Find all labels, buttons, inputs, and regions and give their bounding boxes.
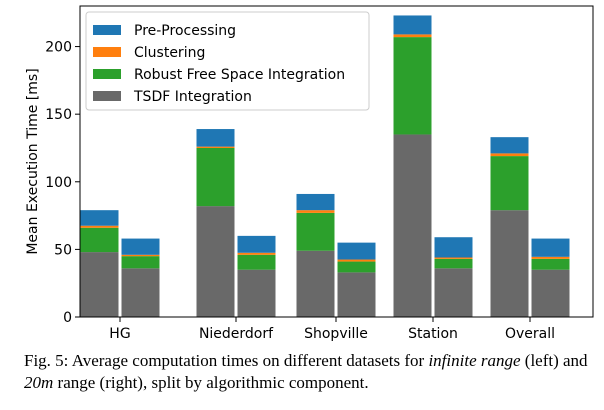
bar-segment-overall-20m-tsdf-integration: [531, 269, 570, 317]
y-tick-label: 150: [45, 107, 72, 123]
caption-emphasis-infinite-range: infinite range: [428, 351, 521, 370]
x-tick-label-niederdorf: Niederdorf: [199, 326, 274, 342]
bar-segment-niederdorf-infinite-clustering: [196, 146, 235, 148]
bar-segment-hg-20m-robust-free-space-integration: [121, 256, 160, 269]
caption-mid: (left) and: [520, 351, 588, 370]
bar-segment-overall-infinite-tsdf-integration: [490, 210, 529, 317]
y-tick-label: 0: [63, 310, 72, 326]
bar-segment-shopville-20m-tsdf-integration: [337, 272, 376, 317]
legend-box: [85, 11, 370, 111]
bar-segment-niederdorf-20m-tsdf-integration: [237, 269, 276, 317]
bar-segment-hg-20m-tsdf-integration: [121, 268, 160, 317]
bar-segment-niederdorf-20m-clustering: [237, 252, 276, 255]
legend-swatch-pre-processing: [93, 25, 121, 35]
bar-segment-hg-20m-pre-processing: [121, 238, 160, 255]
bar-segment-shopville-20m-pre-processing: [337, 242, 376, 260]
bar-segment-hg-infinite-robust-free-space-integration: [80, 227, 119, 253]
bar-segment-station-20m-pre-processing: [434, 237, 473, 258]
bar-segment-hg-infinite-pre-processing: [80, 210, 119, 226]
bar-segment-overall-20m-pre-processing: [531, 238, 570, 257]
bar-segment-station-infinite-clustering: [393, 34, 432, 38]
bar-segment-niederdorf-infinite-pre-processing: [196, 129, 235, 147]
bar-segment-station-infinite-robust-free-space-integration: [393, 37, 432, 135]
x-tick-label-hg: HG: [109, 326, 130, 342]
bar-segment-shopville-infinite-tsdf-integration: [296, 250, 335, 317]
legend-swatch-clustering: [93, 47, 121, 57]
x-tick-label-station: Station: [408, 326, 458, 342]
bar-segment-overall-20m-clustering: [531, 256, 570, 259]
y-axis-title: Mean Execution Time [ms]: [25, 68, 41, 254]
bar-segment-overall-infinite-clustering: [490, 153, 529, 157]
bar-segment-overall-infinite-robust-free-space-integration: [490, 156, 529, 211]
bar-segment-station-infinite-tsdf-integration: [393, 134, 432, 317]
y-tick-label: 200: [45, 40, 72, 56]
caption-emphasis-20m: 20m: [24, 373, 54, 392]
axes-group: 0 50 100 150 200 HG Niederdorf Shopville Station…: [25, 5, 594, 342]
x-tick-label-shopville: Shopville: [304, 326, 368, 342]
bar-segment-niederdorf-20m-robust-free-space-integration: [237, 254, 276, 270]
bar-segment-hg-infinite-tsdf-integration: [80, 252, 119, 317]
bar-segment-overall-20m-robust-free-space-integration: [531, 258, 570, 270]
bar-segment-shopville-infinite-clustering: [296, 210, 335, 213]
bar-segment-station-20m-tsdf-integration: [434, 268, 473, 317]
bar-segment-shopville-infinite-pre-processing: [296, 193, 335, 211]
bar-segment-niederdorf-20m-pre-processing: [237, 235, 276, 253]
bar-segment-overall-infinite-pre-processing: [490, 137, 529, 154]
bar-segment-station-infinite-pre-processing: [393, 15, 432, 35]
figure-caption: Fig. 5: Average computation times on dif…: [24, 350, 604, 394]
legend: Pre-Processing Clustering Robust Free Spac…: [85, 11, 370, 111]
bar-segment-hg-infinite-clustering: [80, 225, 119, 228]
legend-label-clustering: Clustering: [134, 45, 205, 61]
legend-label-pre-processing: Pre-Processing: [134, 23, 236, 39]
bars-group: [80, 15, 570, 317]
legend-swatch-robust-free-space-integration: [93, 69, 121, 79]
x-tick-label-overall: Overall: [505, 326, 555, 342]
y-tick-label: 50: [54, 242, 72, 258]
legend-label-tsdf-integration: TSDF Integration: [133, 89, 252, 105]
bar-segment-station-20m-robust-free-space-integration: [434, 258, 473, 269]
legend-label-robust-free-space-integration: Robust Free Space Integration: [134, 67, 345, 83]
bar-segment-niederdorf-infinite-robust-free-space-integration: [196, 147, 235, 207]
bar-segment-shopville-infinite-robust-free-space-integration: [296, 212, 335, 251]
bar-segment-station-20m-clustering: [434, 257, 473, 259]
bar-segment-hg-20m-clustering: [121, 254, 160, 257]
legend-swatch-tsdf-integration: [93, 91, 121, 101]
bar-segment-shopville-20m-robust-free-space-integration: [337, 261, 376, 273]
stacked-bar-chart: 0 50 100 150 200 HG Niederdorf Shopville Station…: [25, 5, 594, 342]
bar-segment-niederdorf-infinite-tsdf-integration: [196, 206, 235, 317]
caption-suffix: range (right), split by algorithmic comp…: [53, 373, 369, 392]
bar-segment-shopville-20m-clustering: [337, 259, 376, 262]
y-tick-label: 100: [45, 175, 72, 191]
caption-prefix: Fig. 5: Average computation times on dif…: [24, 351, 429, 370]
